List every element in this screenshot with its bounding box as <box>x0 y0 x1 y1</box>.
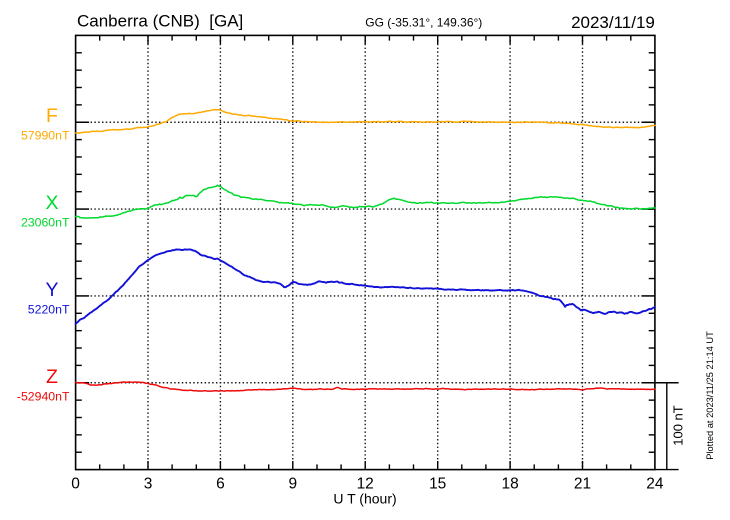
svg-text:Y: Y <box>45 279 58 301</box>
svg-text:57990nT: 57990nT <box>21 129 70 143</box>
svg-text:100 nT: 100 nT <box>670 405 685 446</box>
svg-text:21: 21 <box>574 475 591 492</box>
svg-text:X: X <box>45 192 58 214</box>
svg-text:24: 24 <box>646 475 664 492</box>
svg-text:Canberra (CNB) [GA]: Canberra (CNB) [GA] <box>77 11 243 30</box>
svg-text:F: F <box>46 105 58 127</box>
svg-text:5220nT: 5220nT <box>28 302 70 316</box>
svg-text:3: 3 <box>144 475 153 492</box>
svg-text:15: 15 <box>429 475 446 492</box>
svg-text:23060nT: 23060nT <box>21 216 70 230</box>
svg-text:0: 0 <box>71 475 80 492</box>
svg-text:U T (hour): U T (hour) <box>333 491 396 507</box>
svg-text:2023/11/19: 2023/11/19 <box>571 13 655 32</box>
svg-text:18: 18 <box>501 475 518 492</box>
svg-text:Plotted at 2023/11/25 21:14 UT: Plotted at 2023/11/25 21:14 UT <box>705 331 715 460</box>
svg-text:GG (-35.31°, 149.36°): GG (-35.31°, 149.36°) <box>365 15 482 29</box>
svg-text:-52940nT: -52940nT <box>17 389 70 403</box>
svg-text:6: 6 <box>216 475 225 492</box>
svg-text:9: 9 <box>288 475 297 492</box>
svg-text:12: 12 <box>357 475 374 492</box>
svg-text:Z: Z <box>46 366 58 388</box>
